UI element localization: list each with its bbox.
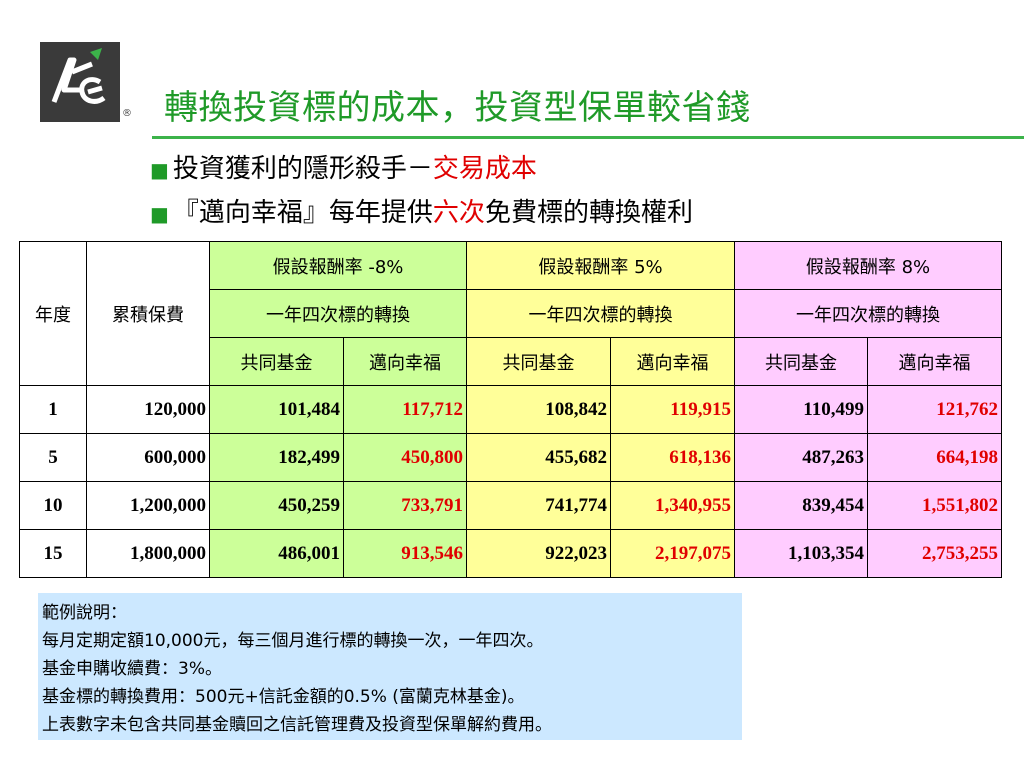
- cell-value: 922,023: [466, 529, 611, 578]
- ace-logo-icon: [51, 48, 106, 104]
- cell-value: 487,263: [734, 433, 868, 482]
- cell-value: 913,546: [343, 529, 467, 578]
- cell-premium: 1,200,000: [86, 481, 210, 530]
- cell-year: 15: [19, 529, 87, 578]
- bullet-item: ■ 投資獲利的隱形殺手－交易成本: [150, 148, 537, 185]
- bullet-square-icon: ■: [150, 158, 169, 182]
- cell-value: 121,762: [867, 385, 1002, 434]
- cell-value: 2,197,075: [610, 529, 735, 578]
- cell-premium: 120,000: [86, 385, 210, 434]
- note-line: 每月定期定額10,000元，每三個月進行標的轉換一次，一年四次。: [42, 631, 544, 651]
- cell-value: 101,484: [209, 385, 344, 434]
- cell-value: 450,800: [343, 433, 467, 482]
- cell-value: 108,842: [466, 385, 611, 434]
- cell-value: 110,499: [734, 385, 868, 434]
- cell-value: 1,103,354: [734, 529, 868, 578]
- cell-value: 486,001: [209, 529, 344, 578]
- header-product: 邁向幸福: [867, 337, 1002, 386]
- table-row: 1 120,000 101,484 117,712 108,842 119,91…: [19, 385, 1002, 434]
- header-year: 年度: [19, 241, 87, 386]
- note-line: 上表數字未包含共同基金贖回之信託管理費及投資型保單解約費用。: [42, 715, 552, 735]
- note-line: 基金申購收續費：3%。: [42, 659, 222, 679]
- cell-value: 119,915: [610, 385, 735, 434]
- bullet-highlight: 六次: [432, 198, 485, 228]
- cell-value: 182,499: [209, 433, 344, 482]
- cell-value: 1,340,955: [610, 481, 735, 530]
- cell-value: 741,774: [466, 481, 611, 530]
- header-premium: 累積保費: [86, 241, 210, 386]
- title-underline: [152, 136, 1024, 139]
- cell-year: 1: [19, 385, 87, 434]
- bullet-square-icon: ■: [150, 202, 169, 226]
- cell-value: 839,454: [734, 481, 868, 530]
- cell-value: 664,198: [867, 433, 1002, 482]
- cell-premium: 600,000: [86, 433, 210, 482]
- header-switch: 一年四次標的轉換: [466, 289, 735, 338]
- header-rate: 假設報酬率 8%: [734, 241, 1002, 290]
- header-product: 邁向幸福: [343, 337, 467, 386]
- header-rate: 假設報酬率 5%: [466, 241, 735, 290]
- bullet-text: 『邁向幸福』每年提供: [172, 198, 433, 228]
- header-switch: 一年四次標的轉換: [209, 289, 467, 338]
- header-switch: 一年四次標的轉換: [734, 289, 1002, 338]
- bullet-text-suffix: 免費標的轉換權利: [484, 198, 693, 228]
- cell-value: 455,682: [466, 433, 611, 482]
- note-line: 基金標的轉換費用：500元+信託金額的0.5% (富蘭克林基金)。: [42, 687, 525, 707]
- bullet-item: ■ 『邁向幸福』每年提供六次免費標的轉換權利: [150, 192, 693, 229]
- cell-value: 117,712: [343, 385, 467, 434]
- example-note-box: 範例說明： 每月定期定額10,000元，每三個月進行標的轉換一次，一年四次。 基…: [38, 593, 742, 740]
- header-rate: 假設報酬率 -8%: [209, 241, 467, 290]
- cell-value: 733,791: [343, 481, 467, 530]
- table-row: 10 1,200,000 450,259 733,791 741,774 1,3…: [19, 481, 1002, 530]
- bullet-highlight: 交易成本: [432, 154, 537, 184]
- registered-mark: ®: [122, 108, 132, 119]
- table-row: 5 600,000 182,499 450,800 455,682 618,13…: [19, 433, 1002, 482]
- cell-premium: 1,800,000: [86, 529, 210, 578]
- cell-value: 2,753,255: [867, 529, 1002, 578]
- header-fund: 共同基金: [734, 337, 868, 386]
- cell-value: 618,136: [610, 433, 735, 482]
- company-logo: [40, 42, 120, 122]
- header-fund: 共同基金: [209, 337, 344, 386]
- cell-value: 450,259: [209, 481, 344, 530]
- cell-value: 1,551,802: [867, 481, 1002, 530]
- table-row: 15 1,800,000 486,001 913,546 922,023 2,1…: [19, 529, 1002, 578]
- note-line: 範例說明：: [42, 603, 127, 623]
- page-title: 轉換投資標的成本，投資型保單較省錢: [164, 88, 751, 128]
- comparison-table: 年度 累積保費 假設報酬率 -8% 假設報酬率 5% 假設報酬率 8% 一年四次…: [19, 241, 1002, 578]
- bullet-text: 投資獲利的隱形殺手－: [172, 154, 433, 184]
- cell-year: 10: [19, 481, 87, 530]
- header-product: 邁向幸福: [610, 337, 735, 386]
- header-fund: 共同基金: [466, 337, 611, 386]
- cell-year: 5: [19, 433, 87, 482]
